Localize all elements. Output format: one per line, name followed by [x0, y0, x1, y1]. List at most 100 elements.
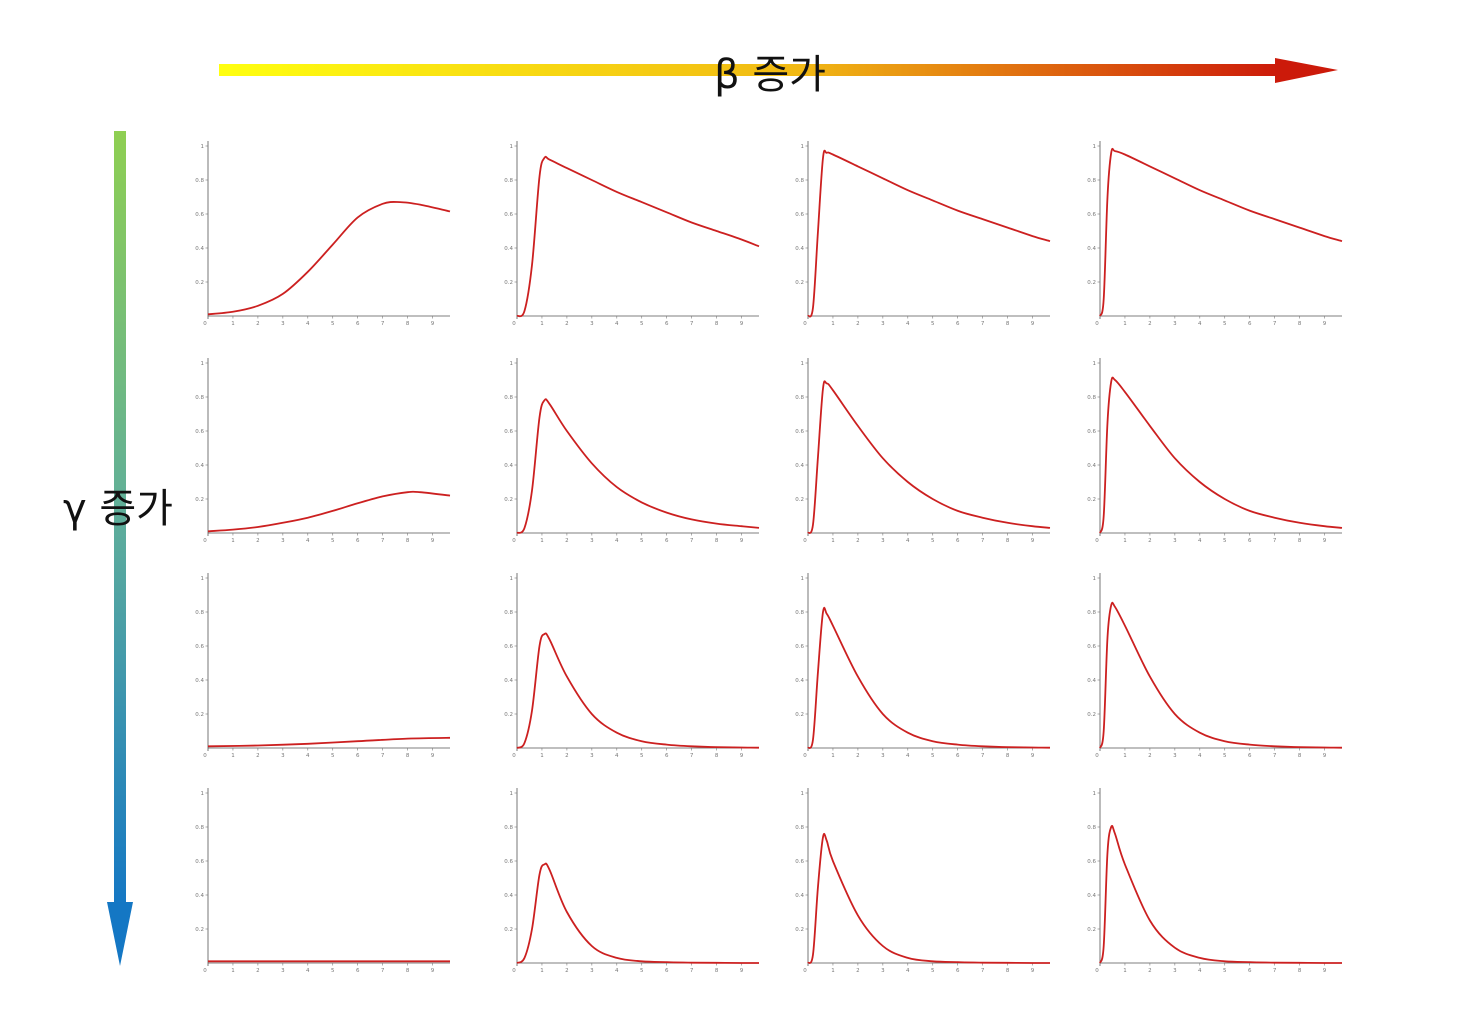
y-tick-label: 0.8 [504, 395, 513, 401]
series-line [807, 832, 1050, 964]
x-tick-label: 2 [1148, 753, 1152, 759]
y-tick-label: 0.4 [1087, 246, 1096, 252]
y-tick-label: 0.8 [195, 610, 204, 616]
y-tick-label: 1 [1093, 791, 1097, 797]
plot-panel-r4-c1: 0 1 2 3 4 5 6 7 8 9 0.2 0.4 0.6 0.8 1 [195, 788, 450, 974]
x-tick-label: 2 [1148, 968, 1152, 974]
x-tick-label: 4 [615, 753, 619, 759]
plot-panel-r2-c3: 0 1 2 3 4 5 6 7 8 9 0.2 0.4 0.6 0.8 1 [795, 358, 1051, 544]
x-tick-label: 0 [803, 321, 807, 327]
x-tick-label: 7 [381, 753, 385, 759]
x-tick-label: 0 [203, 968, 207, 974]
beta-arrow-head [1275, 58, 1338, 83]
x-tick-label: 0 [203, 753, 207, 759]
series-line [207, 490, 451, 533]
y-tick-label: 0.4 [195, 893, 204, 899]
y-tick-label: 1 [1093, 576, 1097, 582]
x-tick-label: 4 [1198, 968, 1202, 974]
x-tick-label: 4 [306, 753, 310, 759]
plot-panel-r1-c2: 0 1 2 3 4 5 6 7 8 9 0.2 0.4 0.6 0.8 1 [504, 141, 760, 327]
x-tick-label: 0 [1095, 538, 1099, 544]
x-tick-label: 9 [431, 753, 435, 759]
x-tick-label: 8 [406, 753, 410, 759]
y-tick-label: 0.2 [1087, 497, 1096, 503]
x-tick-label: 8 [1298, 968, 1302, 974]
y-tick-label: 0.8 [195, 825, 204, 831]
x-tick-label: 5 [931, 538, 935, 544]
x-tick-label: 5 [931, 753, 935, 759]
x-tick-label: 9 [1031, 321, 1035, 327]
y-tick-label: 0.6 [1087, 644, 1096, 650]
x-tick-label: 2 [565, 538, 569, 544]
x-tick-label: 8 [1006, 968, 1010, 974]
y-tick-label: 0.6 [795, 644, 804, 650]
x-tick-label: 4 [906, 968, 910, 974]
y-tick-label: 0.8 [1087, 610, 1096, 616]
y-tick-label: 0.2 [195, 712, 204, 718]
x-tick-label: 6 [665, 538, 669, 544]
x-tick-label: 2 [1148, 538, 1152, 544]
x-tick-label: 5 [640, 321, 644, 327]
x-tick-label: 3 [281, 968, 285, 974]
x-tick-label: 2 [856, 968, 860, 974]
gamma-arrow-label: γ 증가 [63, 486, 173, 532]
x-tick-label: 5 [1223, 538, 1227, 544]
x-tick-label: 3 [881, 753, 885, 759]
x-tick-label: 5 [640, 968, 644, 974]
y-tick-label: 0.4 [195, 246, 204, 252]
y-tick-label: 0.8 [504, 610, 513, 616]
x-tick-label: 2 [565, 968, 569, 974]
x-tick-label: 1 [1123, 753, 1127, 759]
y-tick-label: 0.4 [795, 463, 804, 469]
x-tick-label: 6 [956, 968, 960, 974]
x-tick-label: 7 [690, 321, 694, 327]
plot-panel-r1-c1: 0 1 2 3 4 5 6 7 8 9 0.2 0.4 0.6 0.8 1 [195, 141, 451, 327]
x-tick-label: 3 [590, 321, 594, 327]
y-tick-label: 0.6 [795, 859, 804, 865]
plot-panel-r1-c4: 0 1 2 3 4 5 6 7 8 9 0.2 0.4 0.6 0.8 1 [1087, 141, 1343, 327]
x-tick-label: 5 [1223, 753, 1227, 759]
x-tick-label: 0 [512, 968, 516, 974]
y-tick-label: 1 [201, 791, 205, 797]
x-tick-label: 9 [1031, 753, 1035, 759]
y-tick-label: 1 [510, 791, 514, 797]
x-tick-label: 0 [1095, 321, 1099, 327]
x-tick-label: 8 [715, 753, 719, 759]
y-tick-label: 0.4 [795, 246, 804, 252]
x-tick-label: 5 [931, 321, 935, 327]
y-tick-label: 0.6 [504, 644, 513, 650]
x-tick-label: 3 [590, 753, 594, 759]
x-tick-label: 2 [256, 321, 260, 327]
y-tick-label: 0.8 [795, 610, 804, 616]
x-tick-label: 5 [331, 321, 335, 327]
y-tick-label: 0.8 [504, 825, 513, 831]
x-tick-label: 6 [665, 968, 669, 974]
x-tick-label: 1 [231, 538, 235, 544]
x-tick-label: 4 [615, 538, 619, 544]
x-tick-label: 0 [803, 538, 807, 544]
x-tick-label: 8 [1298, 753, 1302, 759]
gamma-arrow-shaft [114, 131, 126, 906]
y-tick-label: 0.6 [195, 644, 204, 650]
x-tick-label: 1 [231, 968, 235, 974]
x-tick-label: 4 [306, 538, 310, 544]
x-tick-label: 7 [1273, 753, 1277, 759]
series-line [516, 398, 760, 534]
x-tick-label: 8 [1006, 321, 1010, 327]
x-tick-label: 7 [381, 968, 385, 974]
plot-panel-r3-c3: 0 1 2 3 4 5 6 7 8 9 0.2 0.4 0.6 0.8 1 [795, 573, 1051, 759]
x-tick-label: 6 [665, 321, 669, 327]
x-tick-label: 7 [1273, 968, 1277, 974]
x-tick-label: 6 [356, 753, 360, 759]
x-tick-label: 3 [590, 538, 594, 544]
x-tick-label: 1 [540, 968, 544, 974]
x-tick-label: 2 [856, 538, 860, 544]
series-line [516, 155, 760, 318]
x-tick-label: 7 [981, 968, 985, 974]
series-line [207, 736, 451, 748]
x-tick-label: 9 [740, 538, 744, 544]
x-tick-label: 9 [1323, 321, 1327, 327]
x-tick-label: 5 [640, 753, 644, 759]
x-tick-label: 1 [831, 321, 835, 327]
y-tick-label: 0.2 [1087, 280, 1096, 286]
